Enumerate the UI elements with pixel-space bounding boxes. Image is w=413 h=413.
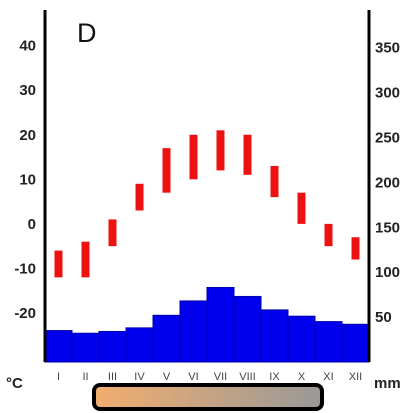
precipitation-unit-label: mm bbox=[374, 375, 401, 392]
temperature-range-bar bbox=[270, 165, 279, 198]
temperature-range-bar bbox=[324, 223, 333, 247]
temperature-range-bar bbox=[54, 250, 63, 278]
month-label: VIII bbox=[239, 371, 256, 383]
temperature-unit-label: °C bbox=[6, 375, 23, 392]
temperature-range-bar bbox=[216, 130, 225, 171]
precipitation-tick-label: 300 bbox=[375, 85, 400, 102]
precipitation-tick-label: 50 bbox=[375, 309, 392, 326]
month-label: VII bbox=[214, 371, 227, 383]
precipitation-bar bbox=[233, 295, 262, 363]
precipitation-bar bbox=[98, 330, 127, 363]
month-label: III bbox=[108, 371, 117, 383]
precipitation-bar bbox=[125, 327, 154, 363]
precipitation-bar bbox=[179, 300, 208, 363]
month-label: XI bbox=[323, 371, 333, 383]
temperature-tick-label: 30 bbox=[19, 82, 36, 99]
temperature-range-bar bbox=[243, 134, 252, 175]
precipitation-bar bbox=[341, 323, 370, 363]
precipitation-bar bbox=[314, 321, 343, 363]
temperature-range-bar bbox=[297, 192, 306, 224]
temperature-ranges bbox=[54, 130, 360, 278]
month-axis-labels: I II III IV V VI VII VIII IX X XI XII bbox=[57, 371, 362, 383]
temperature-tick-label: 40 bbox=[19, 38, 36, 55]
precipitation-tick-label: 200 bbox=[375, 174, 400, 191]
precipitation-bar bbox=[260, 309, 289, 363]
precipitation-tick-label: 250 bbox=[375, 130, 400, 147]
precipitation-axis-ticks: 350 300 250 200 150 100 50 bbox=[375, 40, 400, 326]
month-label: I bbox=[57, 371, 60, 383]
temperature-range-bar bbox=[135, 183, 144, 211]
temperature-tick-label: 0 bbox=[28, 216, 36, 233]
panel-label: D bbox=[77, 18, 97, 48]
temperature-range-bar bbox=[108, 219, 117, 247]
precipitation-tick-label: 150 bbox=[375, 219, 400, 236]
legend-gradient-bar bbox=[92, 383, 324, 411]
month-label: IX bbox=[269, 371, 280, 383]
precipitation-tick-label: 350 bbox=[375, 40, 400, 57]
precipitation-tick-label: 100 bbox=[375, 264, 400, 281]
month-label: IV bbox=[134, 371, 145, 383]
temperature-tick-label: 10 bbox=[19, 171, 36, 188]
temperature-range-bar bbox=[351, 237, 360, 260]
month-label: XII bbox=[349, 371, 362, 383]
precipitation-bar bbox=[71, 332, 100, 363]
temperature-axis-ticks: 40 30 20 10 0 -10 -20 bbox=[14, 38, 36, 322]
temperature-tick-label: -10 bbox=[14, 260, 36, 277]
precipitation-bar bbox=[44, 330, 73, 363]
precipitation-bar bbox=[206, 286, 235, 363]
precipitation-bars bbox=[44, 286, 370, 363]
temperature-range-bar bbox=[189, 134, 198, 180]
precipitation-bar bbox=[287, 315, 316, 363]
temperature-tick-label: -20 bbox=[14, 305, 36, 322]
temperature-range-bar bbox=[162, 148, 171, 193]
temperature-range-bar bbox=[81, 241, 90, 278]
temperature-tick-label: 20 bbox=[19, 127, 36, 144]
month-label: V bbox=[163, 371, 171, 383]
month-label: VI bbox=[188, 371, 198, 383]
month-label: X bbox=[298, 371, 306, 383]
precipitation-bar bbox=[152, 314, 181, 363]
month-label: II bbox=[82, 371, 88, 383]
